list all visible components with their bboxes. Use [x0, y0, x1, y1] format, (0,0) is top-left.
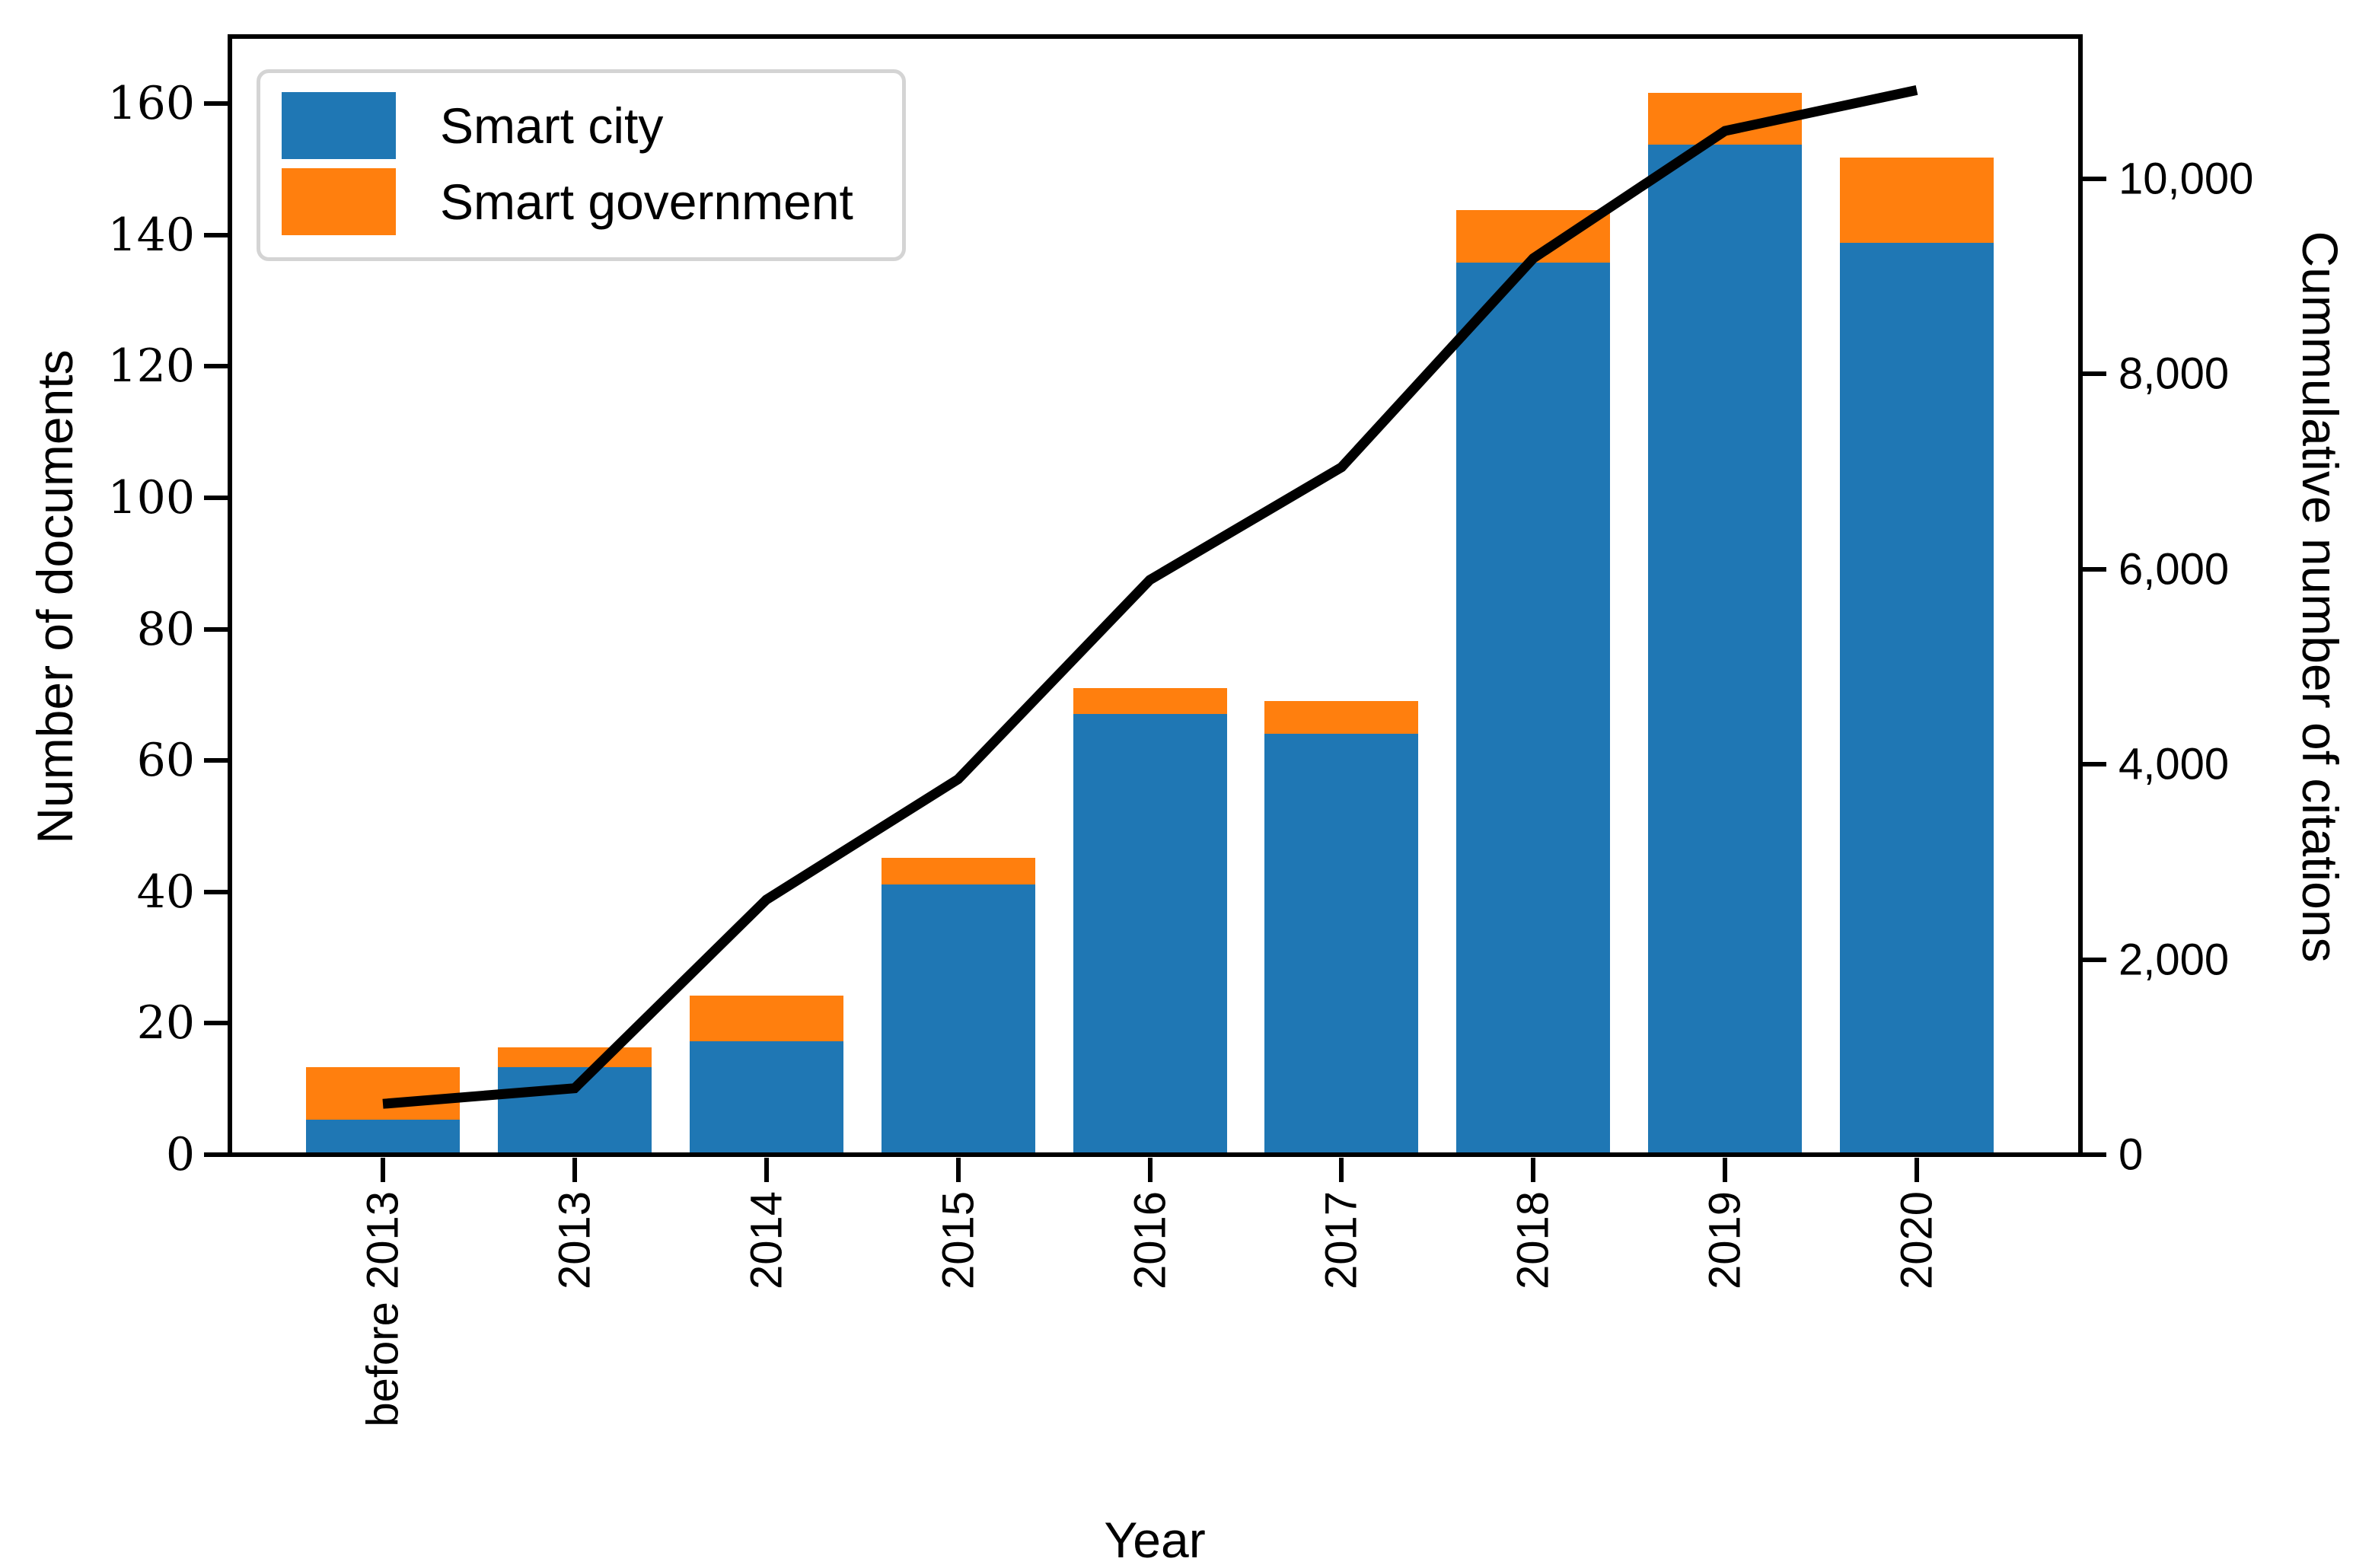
left-tick-label: 160: [107, 77, 195, 130]
right-axis-title: Cummulative number of citations: [2292, 231, 2348, 963]
legend: Smart city Smart government: [257, 69, 906, 261]
left-tick-label: 140: [107, 208, 195, 262]
bar-smart-government-8: [1840, 158, 1994, 244]
bar-smart-government-7: [1648, 92, 1803, 145]
smart-city-swatch: [282, 92, 396, 159]
x-tick-mark: [955, 1158, 961, 1182]
left-tick-label: 120: [107, 339, 195, 394]
right-tick-mark: [2080, 177, 2106, 181]
right-tick-label: 2,000: [2119, 935, 2230, 985]
x-tick-label-2019: 2019: [1700, 1191, 1750, 1290]
x-tick-mark: [764, 1158, 769, 1182]
x-tick-mark: [1147, 1158, 1153, 1182]
left-tick-label: 100: [107, 470, 195, 524]
x-tick-label-before-2013: before 2013: [358, 1191, 408, 1427]
bar-smart-city-2: [689, 1041, 843, 1152]
x-tick-label-2018: 2018: [1508, 1191, 1558, 1290]
x-tick-label-2014: 2014: [741, 1191, 792, 1290]
bar-smart-city-0: [306, 1120, 460, 1152]
bar-smart-city-1: [497, 1067, 652, 1152]
legend-label-smart-government: Smart government: [440, 174, 853, 230]
bar-smart-government-4: [1073, 687, 1227, 715]
right-tick-label: 4,000: [2119, 739, 2230, 789]
x-tick-mark: [572, 1158, 577, 1182]
x-tick-label-2013: 2013: [550, 1191, 600, 1290]
x-axis-title: Year: [1104, 1512, 1206, 1568]
left-tick-mark: [204, 1152, 230, 1157]
x-tick-label-2016: 2016: [1125, 1191, 1175, 1290]
bar-smart-city-6: [1456, 262, 1611, 1152]
bar-smart-government-1: [497, 1047, 652, 1068]
x-tick-mark: [381, 1158, 385, 1182]
legend-item-smart-government: Smart government: [282, 167, 853, 236]
legend-label-smart-city: Smart city: [440, 97, 664, 154]
bar-smart-city-3: [881, 884, 1035, 1152]
bar-smart-government-0: [306, 1067, 460, 1120]
left-tick-label: 0: [165, 1128, 195, 1181]
left-tick-mark: [204, 1021, 230, 1026]
bar-smart-city-5: [1264, 733, 1419, 1152]
right-tick-mark: [2080, 762, 2106, 767]
legend-item-smart-city: Smart city: [282, 91, 853, 160]
left-tick-mark: [204, 495, 230, 500]
right-tick-mark: [2080, 566, 2106, 572]
right-tick-mark: [2080, 957, 2106, 962]
bar-smart-city-4: [1073, 714, 1227, 1152]
right-tick-label: 0: [2119, 1130, 2144, 1180]
bar-smart-city-8: [1840, 243, 1994, 1152]
x-tick-mark: [1339, 1158, 1344, 1182]
x-tick-label-2020: 2020: [1892, 1191, 1942, 1290]
bar-smart-government-2: [689, 995, 843, 1041]
bar-smart-government-6: [1456, 210, 1611, 263]
bar-smart-government-5: [1264, 700, 1419, 734]
bar-smart-government-3: [881, 858, 1035, 884]
left-tick-label: 60: [136, 734, 195, 788]
left-tick-mark: [204, 364, 230, 369]
smart-government-swatch: [282, 168, 396, 235]
right-tick-mark: [2080, 1152, 2106, 1157]
x-tick-mark: [1914, 1158, 1919, 1182]
x-tick-label-2015: 2015: [933, 1191, 984, 1290]
x-tick-mark: [1723, 1158, 1728, 1182]
left-tick-mark: [204, 101, 230, 106]
bar-smart-city-7: [1648, 145, 1803, 1152]
plot-area: Smart city Smart government: [228, 34, 2083, 1157]
left-tick-mark: [204, 626, 230, 632]
right-tick-mark: [2080, 371, 2106, 377]
left-tick-mark: [204, 232, 230, 237]
left-tick-label: 20: [136, 996, 195, 1050]
x-tick-label-2017: 2017: [1316, 1191, 1366, 1290]
left-tick-label: 80: [136, 602, 195, 656]
right-tick-label: 10,000: [2119, 154, 2254, 204]
left-tick-label: 40: [136, 865, 195, 919]
right-tick-label: 8,000: [2119, 349, 2230, 399]
right-tick-label: 6,000: [2119, 544, 2230, 594]
x-tick-mark: [1531, 1158, 1536, 1182]
left-tick-mark: [204, 758, 230, 763]
left-tick-mark: [204, 889, 230, 894]
